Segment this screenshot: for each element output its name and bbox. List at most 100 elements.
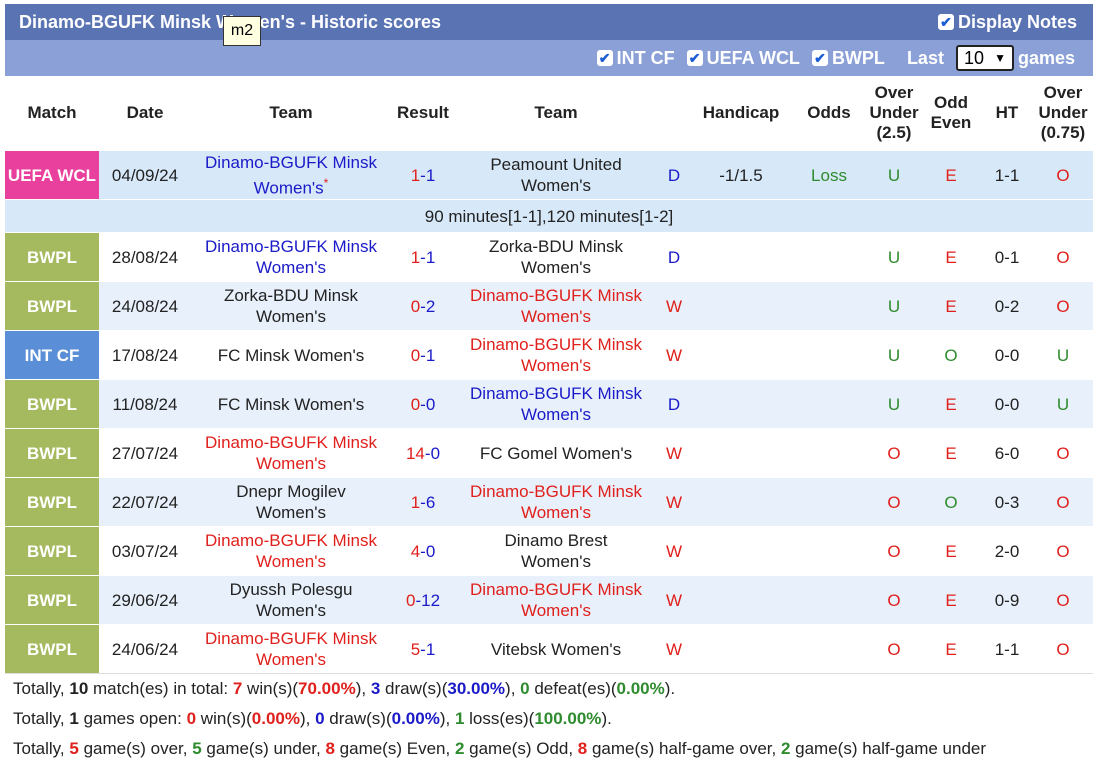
result[interactable]: 1-1 — [391, 232, 455, 282]
over-under: U — [867, 150, 921, 200]
result[interactable]: 1-1 — [391, 150, 455, 200]
odd-even: O — [921, 477, 981, 527]
uefa-wcl-checkbox[interactable]: ✔ — [686, 50, 703, 66]
half-time: 0-0 — [981, 330, 1033, 380]
away-team[interactable]: FC Gomel Women's — [455, 428, 657, 478]
result[interactable]: 14-0 — [391, 428, 455, 478]
away-team[interactable]: Dinamo-BGUFK Minsk Women's — [455, 281, 657, 331]
half-time: 1-1 — [981, 150, 1033, 200]
over-under: U — [867, 232, 921, 282]
match-league[interactable]: BWPL — [5, 624, 99, 673]
result[interactable]: 5-1 — [391, 624, 455, 673]
display-notes-label: Display Notes — [957, 11, 1077, 32]
handicap — [691, 379, 791, 429]
handicap — [691, 526, 791, 576]
bwpl-checkbox[interactable]: ✔ — [811, 50, 828, 66]
last-games-select[interactable]: 10 ▼ — [955, 45, 1014, 71]
match-league[interactable]: BWPL — [5, 575, 99, 625]
home-score: 14 — [405, 443, 425, 463]
over-under-ht: O — [1033, 624, 1093, 673]
odd-even: E — [921, 575, 981, 625]
away-team[interactable]: Dinamo-BGUFK Minsk Women's — [455, 575, 657, 625]
match-outcome: D — [657, 232, 691, 282]
home-score: 0 — [410, 296, 421, 316]
match-league[interactable]: BWPL — [5, 526, 99, 576]
last-label: Last — [906, 47, 944, 68]
over-under-ht: O — [1033, 526, 1093, 576]
match-outcome: W — [657, 428, 691, 478]
result[interactable]: 0-0 — [391, 379, 455, 429]
last-games-value: 10 — [963, 47, 984, 68]
match-outcome: W — [657, 624, 691, 673]
away-team[interactable]: Vitebsk Women's — [455, 624, 657, 673]
handicap — [691, 575, 791, 625]
table-row: BWPL 22/07/24 Dnepr Mogilev Women's 1-6 Dina… — [5, 477, 1093, 527]
match-date: 04/09/24 — [99, 150, 191, 200]
home-team[interactable]: Dyussh Polesgu Women's — [191, 575, 391, 625]
result[interactable]: 0-12 — [391, 575, 455, 625]
result[interactable]: 0-2 — [391, 281, 455, 331]
odds — [791, 232, 867, 282]
odd-even: E — [921, 428, 981, 478]
int-cf-checkbox[interactable]: ✔ — [596, 50, 613, 66]
match-league[interactable]: BWPL — [5, 232, 99, 282]
home-score: 1 — [410, 492, 421, 512]
filter-uefa-wcl[interactable]: ✔ UEFA WCL — [686, 48, 800, 69]
odds — [791, 575, 867, 625]
home-team[interactable]: Dinamo-BGUFK Minsk Women's — [191, 232, 391, 282]
match-league[interactable]: BWPL — [5, 477, 99, 527]
match-date: 11/08/24 — [99, 379, 191, 429]
match-date: 28/08/24 — [99, 232, 191, 282]
col-team-away: Team — [455, 76, 657, 151]
home-team[interactable]: Zorka-BDU Minsk Women's — [191, 281, 391, 331]
match-league[interactable]: INT CF — [5, 330, 99, 380]
half-time: 1-1 — [981, 624, 1033, 673]
odds — [791, 624, 867, 673]
over-under-ht: O — [1033, 281, 1093, 331]
home-team[interactable]: Dinamo-BGUFK Minsk Women's — [191, 428, 391, 478]
result[interactable]: 1-6 — [391, 477, 455, 527]
home-team[interactable]: Dinamo-BGUFK Minsk Women's — [191, 624, 391, 673]
over-under-ht: O — [1033, 150, 1093, 200]
display-notes-toggle[interactable]: ✔ Display Notes — [937, 11, 1077, 33]
home-team[interactable]: Dinamo-BGUFK Minsk Women's* — [191, 150, 391, 200]
over-under: O — [867, 428, 921, 478]
home-team-name: Dinamo-BGUFK Minsk Women's — [205, 152, 377, 198]
away-team[interactable]: Dinamo Brest Women's — [455, 526, 657, 576]
home-team[interactable]: FC Minsk Women's — [191, 379, 391, 429]
match-league[interactable]: BWPL — [5, 379, 99, 429]
away-team[interactable]: Dinamo-BGUFK Minsk Women's — [455, 379, 657, 429]
display-notes-checkbox[interactable]: ✔ — [937, 14, 954, 30]
away-score: 1 — [425, 247, 436, 267]
col-team-home: Team — [191, 76, 391, 151]
home-team[interactable]: Dinamo-BGUFK Minsk Women's — [191, 526, 391, 576]
result[interactable]: 4-0 — [391, 526, 455, 576]
away-team[interactable]: Dinamo-BGUFK Minsk Women's — [455, 330, 657, 380]
away-score: 2 — [425, 296, 436, 316]
match-league[interactable]: BWPL — [5, 281, 99, 331]
home-score: 1 — [410, 165, 421, 185]
home-team[interactable]: Dnepr Mogilev Women's — [191, 477, 391, 527]
home-team[interactable]: FC Minsk Women's — [191, 330, 391, 380]
historic-scores-panel: Dinamo-BGUFK Minsk Women's - Historic sc… — [5, 4, 1093, 764]
filter-bwpl[interactable]: ✔ BWPL — [811, 48, 885, 69]
match-outcome: W — [657, 575, 691, 625]
match-league[interactable]: BWPL — [5, 428, 99, 478]
table-row: BWPL 11/08/24 FC Minsk Women's 0-0 Dinamo-BG… — [5, 379, 1093, 429]
filter-int-cf[interactable]: ✔ INT CF — [596, 48, 675, 69]
away-team[interactable]: Zorka-BDU Minsk Women's — [455, 232, 657, 282]
match-league[interactable]: UEFA WCL — [5, 150, 99, 200]
result[interactable]: 0-1 — [391, 330, 455, 380]
half-time: 6-0 — [981, 428, 1033, 478]
away-team[interactable]: Dinamo-BGUFK Minsk Women's — [455, 477, 657, 527]
home-score: 1 — [410, 247, 421, 267]
over-under: U — [867, 330, 921, 380]
match-outcome: D — [657, 150, 691, 200]
over-under-ht: U — [1033, 330, 1093, 380]
filter-bar: ✔ INT CF ✔ UEFA WCL ✔ BWPL Last 10 ▼ gam… — [5, 40, 1093, 76]
match-date: 29/06/24 — [99, 575, 191, 625]
away-team[interactable]: Peamount United Women's — [455, 150, 657, 200]
odd-even: E — [921, 281, 981, 331]
handicap: -1/1.5 — [691, 150, 791, 200]
away-score: 12 — [421, 590, 441, 610]
